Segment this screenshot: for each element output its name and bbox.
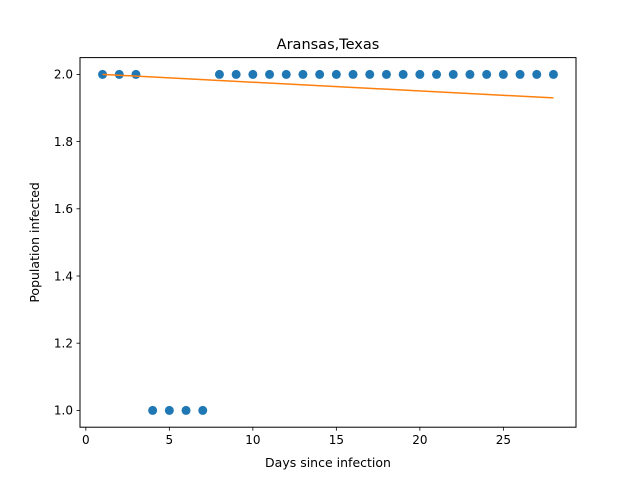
scatter-point	[482, 69, 492, 79]
scatter-point	[298, 69, 308, 79]
y-tick-label: 1.6	[54, 202, 73, 216]
y-tick-label: 1.4	[54, 269, 73, 283]
scatter-point	[181, 405, 191, 415]
x-tick-label: 10	[245, 433, 260, 447]
scatter-point	[265, 69, 275, 79]
scatter-point	[348, 69, 358, 79]
x-tick-label: 5	[166, 433, 174, 447]
plot-frame	[79, 57, 577, 428]
scatter-point	[398, 69, 408, 79]
scatter-point	[448, 69, 458, 79]
scatter-point	[98, 69, 108, 79]
scatter-point	[415, 69, 425, 79]
scatter-point	[231, 69, 241, 79]
scatter-point	[331, 69, 341, 79]
plot-layer	[98, 69, 558, 415]
x-axis-label: Days since infection	[265, 455, 391, 470]
scatter-point	[498, 69, 508, 79]
x-tick-label: 20	[412, 433, 427, 447]
scatter-point	[515, 69, 525, 79]
y-axis-ticks: 1.0 1.2 1.4 1.6 1.8 2.0	[54, 68, 80, 418]
scatter-point	[248, 69, 258, 79]
y-tick-label: 1.8	[54, 135, 73, 149]
y-tick-label: 1.0	[54, 404, 73, 418]
y-tick-label: 1.2	[54, 337, 73, 351]
x-tick-label: 25	[496, 433, 511, 447]
scatter-point	[281, 69, 291, 79]
x-tick-label: 15	[329, 433, 344, 447]
scatter-point	[114, 69, 124, 79]
scatter-point	[465, 69, 475, 79]
scatter-point	[548, 69, 558, 79]
scatter-point	[148, 405, 158, 415]
scatter-point	[432, 69, 442, 79]
scatter-point	[131, 69, 141, 79]
y-axis-label: Population infected	[27, 182, 42, 303]
scatter-point	[214, 69, 224, 79]
scatter-point	[164, 405, 174, 415]
scatter-point	[365, 69, 375, 79]
x-axis-ticks: 0 5 10 15 20 25	[82, 427, 511, 447]
scatter-point	[315, 69, 325, 79]
scatter-point	[198, 405, 208, 415]
x-tick-label: 0	[82, 433, 90, 447]
scatter-point	[532, 69, 542, 79]
chart-title: Aransas,Texas	[277, 37, 380, 53]
trend-line	[102, 73, 554, 99]
y-tick-label: 2.0	[54, 68, 73, 82]
scatter-point	[381, 69, 391, 79]
